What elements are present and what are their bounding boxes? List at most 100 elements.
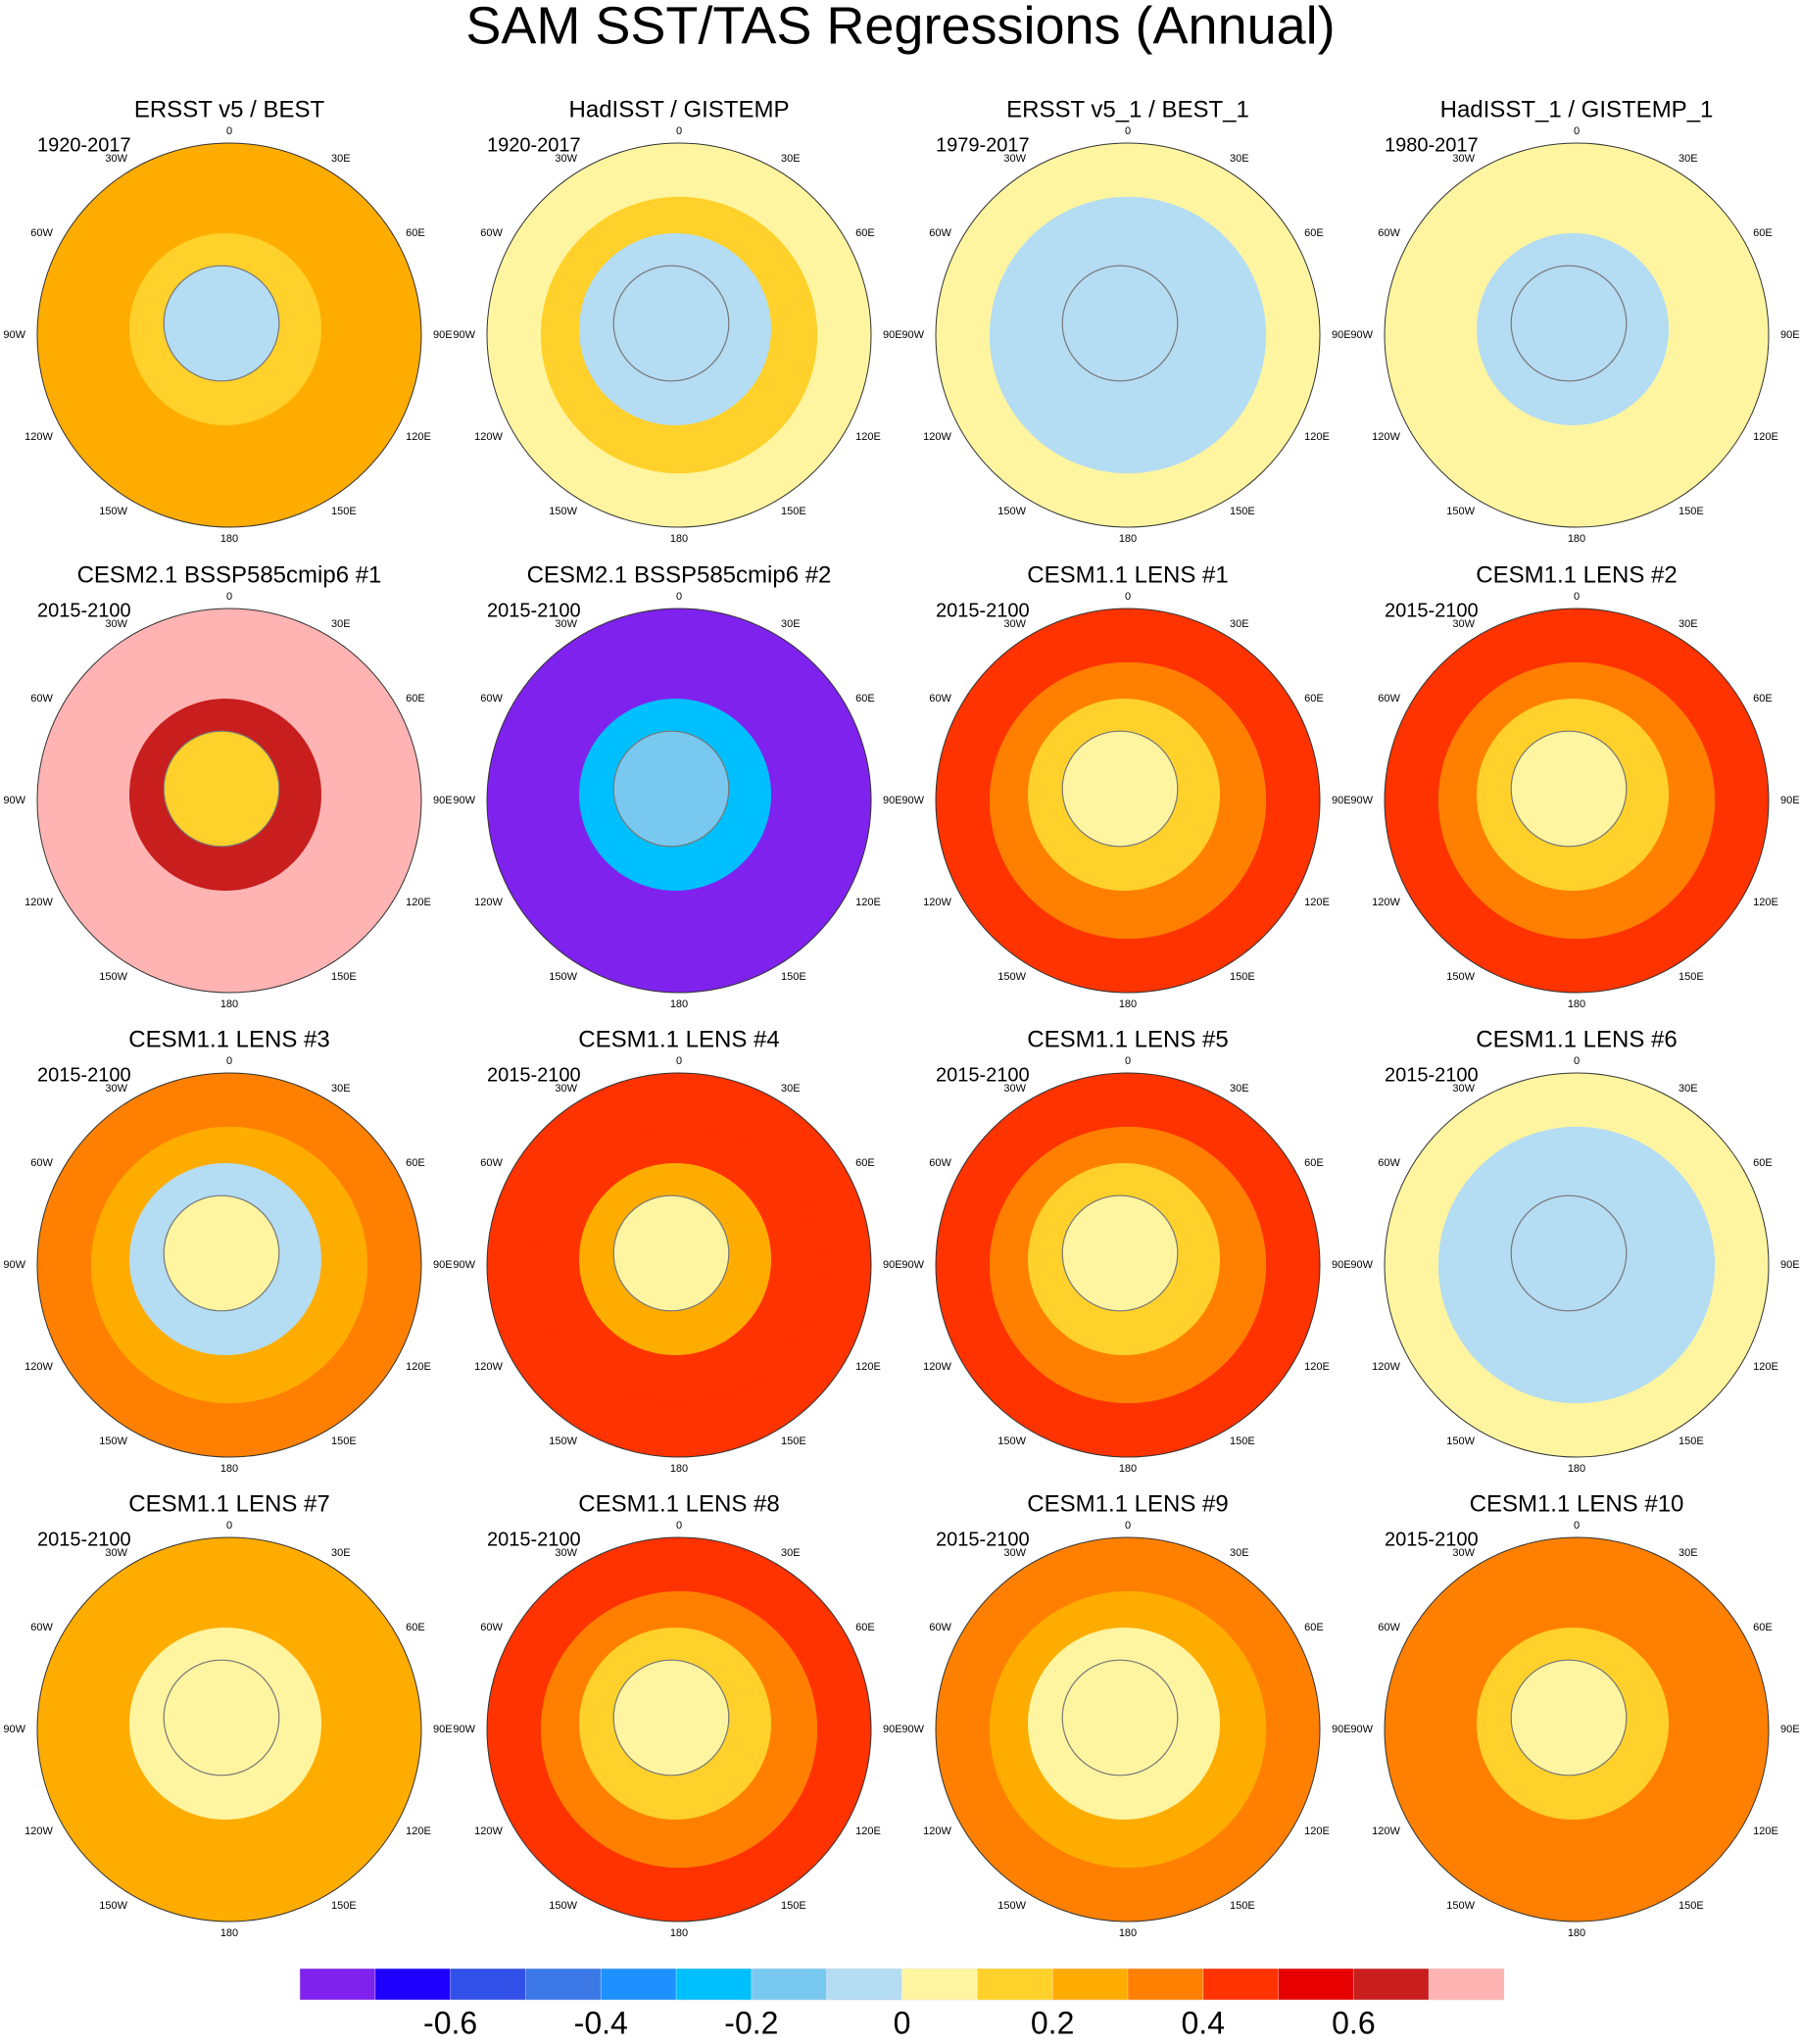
period-label: 2015-2100 <box>1385 600 1479 621</box>
period-label: 2015-2100 <box>37 1529 131 1550</box>
lon-label: 60W <box>1378 227 1400 239</box>
panel-title: CESM1.1 LENS #1 <box>1027 561 1228 588</box>
lon-label: 120E <box>1753 1361 1778 1373</box>
lon-label: 120E <box>1304 1361 1330 1373</box>
lon-label: 30W <box>1003 618 1026 630</box>
lon-label: 30W <box>555 618 577 630</box>
lon-label: 60E <box>1304 693 1324 705</box>
lon-label: 0 <box>1574 591 1580 603</box>
antarctica-field <box>612 265 730 382</box>
panel-title: HadISST_1 / GISTEMP_1 <box>1440 96 1714 122</box>
colorbar-tick-label: 0.2 <box>1031 2005 1074 2040</box>
lon-label: 150W <box>549 506 577 517</box>
lon-label: 90W <box>453 329 475 341</box>
lon-label: 60E <box>1753 227 1773 239</box>
lon-label: 120W <box>1372 1825 1400 1837</box>
colorbar-tick-label: -0.6 <box>423 2005 477 2040</box>
colorbar-box <box>300 1969 375 2000</box>
lon-label: 30E <box>1679 618 1698 630</box>
lon-label: 120E <box>1753 897 1778 908</box>
map-outline <box>486 142 872 528</box>
panel-title: CESM1.1 LENS #3 <box>128 1026 329 1052</box>
lon-label: 120W <box>474 897 503 908</box>
panel-title: CESM1.1 LENS #2 <box>1476 561 1677 588</box>
lon-label: 60W <box>480 1157 503 1169</box>
antarctica-field <box>163 730 280 848</box>
lon-label: 60W <box>929 1622 951 1633</box>
lon-label: 90W <box>3 795 25 806</box>
lon-label: 60W <box>30 227 53 239</box>
lon-label: 30W <box>105 1083 127 1095</box>
lon-label: 60W <box>480 227 503 239</box>
map-outline <box>36 1072 422 1458</box>
lon-label: 150E <box>331 1900 357 1912</box>
lon-label: 90W <box>1350 1724 1373 1735</box>
map-outline <box>486 608 872 994</box>
lon-label: 30E <box>331 1547 351 1559</box>
lon-label: 180 <box>670 1927 688 1939</box>
lon-label: 90W <box>1350 329 1373 341</box>
lon-label: 120W <box>923 431 951 443</box>
lon-label: 30W <box>105 1547 127 1559</box>
panel-title: CESM2.1 BSSP585cmip6 #1 <box>77 561 382 588</box>
lon-label: 150W <box>998 506 1026 517</box>
map-outline <box>1384 608 1770 994</box>
lon-label: 120E <box>1304 897 1330 908</box>
panel-title: CESM1.1 LENS #8 <box>578 1490 779 1517</box>
antarctica-field <box>1061 1659 1179 1776</box>
figure-title: SAM SST/TAS Regressions (Annual) <box>465 0 1335 55</box>
lon-label: 150W <box>99 1436 127 1447</box>
lon-label: 60W <box>30 1157 53 1169</box>
lon-label: 30W <box>1003 153 1026 165</box>
panel-title: CESM1.1 LENS #10 <box>1470 1490 1684 1517</box>
lon-label: 60E <box>406 1157 425 1169</box>
lon-label: 0 <box>1574 1520 1580 1532</box>
lon-label: 120W <box>1372 1361 1400 1373</box>
lon-label: 90E <box>1780 329 1800 341</box>
lon-label: 90E <box>883 1724 902 1735</box>
panel-title: CESM1.1 LENS #9 <box>1027 1490 1228 1517</box>
lon-label: 120W <box>24 431 53 443</box>
lon-label: 150E <box>1679 1900 1704 1912</box>
colorbar-tick-label: 0.4 <box>1182 2005 1225 2040</box>
period-label: 1920-2017 <box>487 134 581 156</box>
lon-label: 150E <box>1679 1436 1704 1447</box>
colorbar-box <box>1052 1969 1128 2000</box>
antarctica-field <box>1061 265 1179 382</box>
colorbar-box <box>601 1969 677 2000</box>
antarctica-field <box>1510 1194 1628 1312</box>
lon-label: 120E <box>855 1361 881 1373</box>
lon-label: 120E <box>855 431 881 443</box>
lon-label: 60E <box>855 1622 875 1633</box>
lon-label: 150W <box>549 1900 577 1912</box>
lon-label: 0 <box>1125 1520 1131 1532</box>
lon-label: 150W <box>998 1436 1026 1447</box>
lon-label: 120W <box>923 1825 951 1837</box>
lon-label: 60W <box>30 1622 53 1633</box>
lon-label: 180 <box>1568 1463 1585 1475</box>
lon-label: 150W <box>99 971 127 983</box>
lon-label: 150W <box>99 506 127 517</box>
lon-label: 60E <box>1753 1157 1773 1169</box>
lon-label: 150W <box>549 1436 577 1447</box>
map-outline <box>935 142 1321 528</box>
lon-label: 90W <box>1350 795 1373 806</box>
lon-label: 120W <box>474 1361 503 1373</box>
lon-label: 30W <box>1003 1547 1026 1559</box>
lon-label: 90E <box>1780 795 1800 806</box>
lon-label: 120E <box>406 431 431 443</box>
lon-label: 90E <box>433 329 453 341</box>
lon-label: 60E <box>406 693 425 705</box>
lon-label: 180 <box>220 998 238 1010</box>
lon-label: 120W <box>923 897 951 908</box>
lon-label: 180 <box>670 998 688 1010</box>
panel-title: CESM1.1 LENS #7 <box>128 1490 329 1517</box>
colorbar-box <box>676 1969 752 2000</box>
lon-label: 30E <box>1230 618 1249 630</box>
lon-label: 60E <box>1304 1157 1324 1169</box>
lon-label: 0 <box>676 1520 682 1532</box>
period-label: 1979-2017 <box>936 134 1030 156</box>
antarctica-field <box>1061 730 1179 848</box>
lon-label: 30E <box>1679 1547 1698 1559</box>
lon-label: 0 <box>226 125 232 137</box>
